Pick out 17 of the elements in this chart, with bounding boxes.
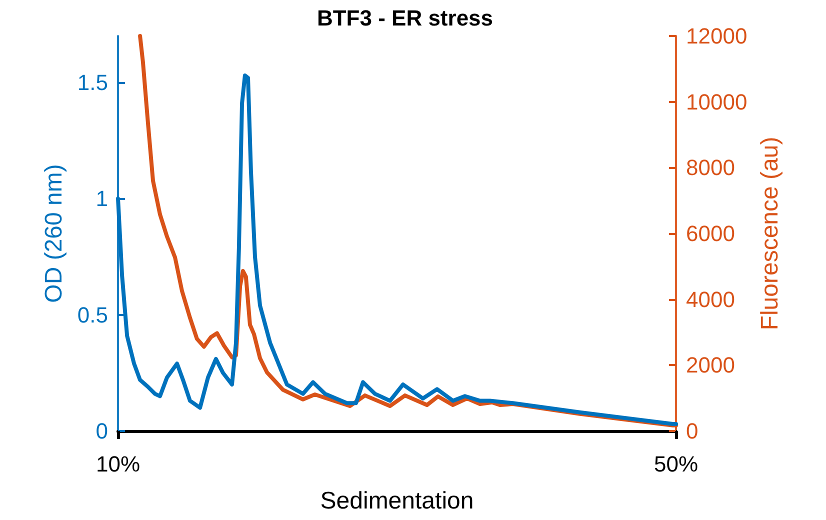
x-axis-title: Sedimentation	[320, 488, 474, 514]
y-axis-title: OD (260 nm)	[40, 164, 68, 303]
y2-tick-label: 4000	[686, 286, 735, 312]
y2-tick-label: 8000	[686, 155, 735, 180]
y2-tick-label: 10000	[686, 89, 748, 114]
y2-tick-label: 0	[686, 418, 698, 444]
y2-axis-title: Fluorescence (au)	[756, 136, 784, 330]
y2-tick-label: 6000	[686, 221, 735, 246]
y-tick-label: 1	[96, 186, 108, 212]
y-tick-label: 0.5	[77, 302, 108, 328]
y-tick-label: 0	[96, 418, 108, 444]
x-tick-label: 10%	[96, 452, 140, 476]
y2-tick-label: 12000	[686, 24, 748, 48]
y-tick-label: 1.5	[77, 70, 108, 95]
chart-title: BTF3 - ER stress	[316, 6, 494, 30]
y2-tick-label: 2000	[686, 352, 735, 378]
x-tick-label: 50%	[654, 452, 698, 476]
